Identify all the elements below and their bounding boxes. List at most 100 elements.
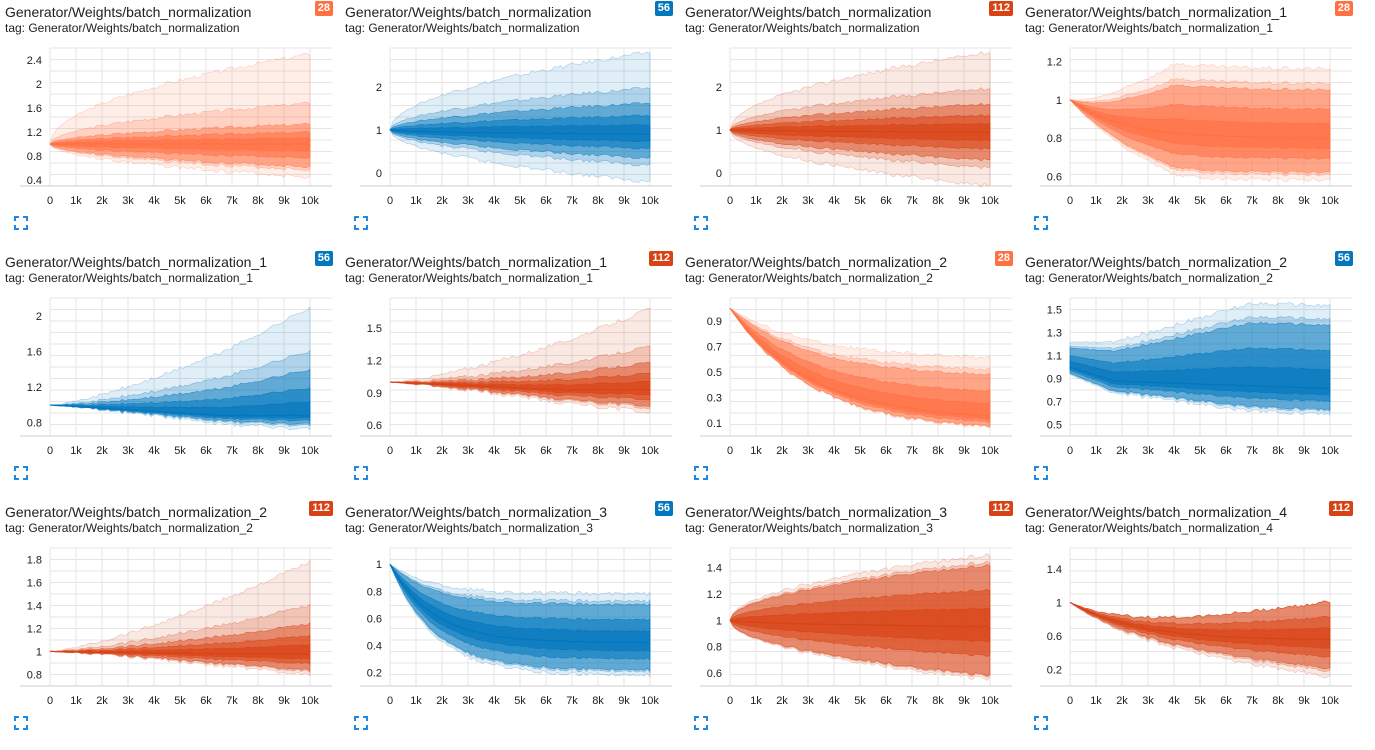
expand-button[interactable] [14,716,28,730]
expand-icon [694,216,708,230]
median-line [729,620,991,628]
expand-button[interactable] [1034,466,1048,480]
x-tick-label: 10k [1321,695,1339,707]
histogram-card: Generator/Weights/batch_normalization_3 t… [340,500,680,750]
x-tick-label: 9k [618,445,630,457]
x-tick-label: 10k [301,195,319,207]
x-tick-label: 8k [1272,445,1284,457]
run-badge: 112 [649,251,673,266]
expand-button[interactable] [694,716,708,730]
x-tick-label: 9k [1298,445,1310,457]
histogram-card: Generator/Weights/batch_normalization_1 t… [0,250,340,500]
x-tick-label: 2k [776,195,788,207]
y-tick-label: 0.7 [707,342,722,354]
y-tick-label: 0.8 [367,586,382,598]
x-tick-label: 4k [148,695,160,707]
expand-button[interactable] [354,466,368,480]
y-tick-label: 1.8 [27,555,42,567]
x-tick-label: 2k [776,445,788,457]
x-tick-label: 9k [278,195,290,207]
x-tick-label: 8k [932,195,944,207]
y-tick-label: 1 [1056,597,1062,609]
x-tick-label: 8k [1272,695,1284,707]
x-tick-label: 9k [958,195,970,207]
expand-button[interactable] [354,216,368,230]
x-tick-label: 6k [1220,445,1232,457]
expand-button[interactable] [1034,716,1048,730]
expand-button[interactable] [14,466,28,480]
x-tick-label: 10k [641,445,659,457]
x-tick-label: 8k [932,695,944,707]
histogram-chart: 0.4 0.8 1.2 1.6 2 2.4 0 1k 2k 3k 4k 5k 6k 7k 8k 9k 10k [20,47,332,207]
x-tick-label: 8k [932,445,944,457]
histogram-card: Generator/Weights/batch_normalization tag… [680,0,1020,250]
x-tick-label: 4k [1168,195,1180,207]
y-tick-label: 1 [1056,95,1062,107]
expand-button[interactable] [354,716,368,730]
card-title: Generator/Weights/batch_normalization_1 [5,254,268,270]
median-line [1069,601,1331,641]
expand-icon [14,216,28,230]
x-tick-label: 8k [252,445,264,457]
expand-icon [1034,466,1048,480]
card-tag: tag: Generator/Weights/batch_normalizati… [345,521,593,535]
y-tick-label: 1.2 [1047,56,1062,68]
card-title: Generator/Weights/batch_normalization_3 [685,504,948,520]
distribution-band [729,308,991,420]
y-tick-label: 1.2 [27,382,42,394]
x-tick-label: 2k [1116,695,1128,707]
card-tag: tag: Generator/Weights/batch_normalizati… [685,271,933,285]
distribution-band [1069,99,1331,150]
expand-icon [694,466,708,480]
histogram-chart: 0.8 1.2 1.6 2 0 1k 2k 3k 4k 5k 6k 7k 8k 9k 10k [20,297,332,457]
x-tick-label: 5k [514,445,526,457]
x-tick-label: 3k [122,195,134,207]
run-badge: 56 [654,501,673,516]
x-tick-label: 0 [727,695,733,707]
x-tick-label: 2k [776,695,788,707]
y-tick-label: 0.9 [1047,374,1062,386]
expand-button[interactable] [694,466,708,480]
y-tick-label: 1.2 [27,127,42,139]
histogram-chart: 0.6 0.9 1.2 1.5 0 1k 2k 3k 4k 5k 6k 7k 8k 9k 10k [360,297,672,457]
x-tick-label: 8k [1272,195,1284,207]
x-tick-label: 10k [981,195,999,207]
card-tag: tag: Generator/Weights/batch_normalizati… [1025,21,1273,35]
card-title: Generator/Weights/batch_normalization_1 [345,254,608,270]
y-tick-label: 1.3 [1047,328,1062,340]
x-tick-label: 8k [252,195,264,207]
x-tick-label: 7k [1246,195,1258,207]
x-tick-label: 2k [96,445,108,457]
x-tick-label: 5k [1194,195,1206,207]
y-tick-label: 1.4 [27,601,42,613]
x-tick-label: 6k [200,445,212,457]
x-tick-label: 0 [1067,195,1073,207]
y-tick-label: 0.4 [27,175,42,187]
x-tick-label: 5k [514,695,526,707]
x-tick-label: 5k [174,195,186,207]
y-tick-label: 0.5 [1047,420,1062,432]
histogram-chart: 0.1 0.3 0.5 0.7 0.9 0 1k 2k 3k 4k 5k 6k 7k 8k 9k 10k [700,297,1012,457]
median-line [49,143,311,145]
x-tick-label: 1k [1090,695,1102,707]
distribution-band [389,564,651,652]
x-tick-label: 10k [981,695,999,707]
expand-button[interactable] [1034,216,1048,230]
histogram-chart: 0.6 0.8 1 1.2 0 1k 2k 3k 4k 5k 6k 7k 8k 9k 10k [1040,47,1352,207]
x-tick-label: 6k [1220,195,1232,207]
x-tick-label: 0 [387,695,393,707]
histogram-chart: 0.2 0.4 0.6 0.8 1 0 1k 2k 3k 4k 5k 6k 7k 8k 9k 10k [360,547,672,707]
run-badge: 112 [989,1,1013,16]
x-tick-label: 6k [1220,695,1232,707]
x-tick-label: 9k [618,195,630,207]
expand-button[interactable] [14,216,28,230]
x-tick-label: 7k [1246,445,1258,457]
expand-icon [1034,716,1048,730]
expand-button[interactable] [694,216,708,230]
x-tick-label: 10k [301,445,319,457]
x-tick-label: 3k [1142,195,1154,207]
y-tick-label: 1.6 [27,103,42,115]
x-tick-label: 0 [47,195,53,207]
x-tick-label: 1k [410,695,422,707]
histogram-card: Generator/Weights/batch_normalization_1 t… [340,250,680,500]
